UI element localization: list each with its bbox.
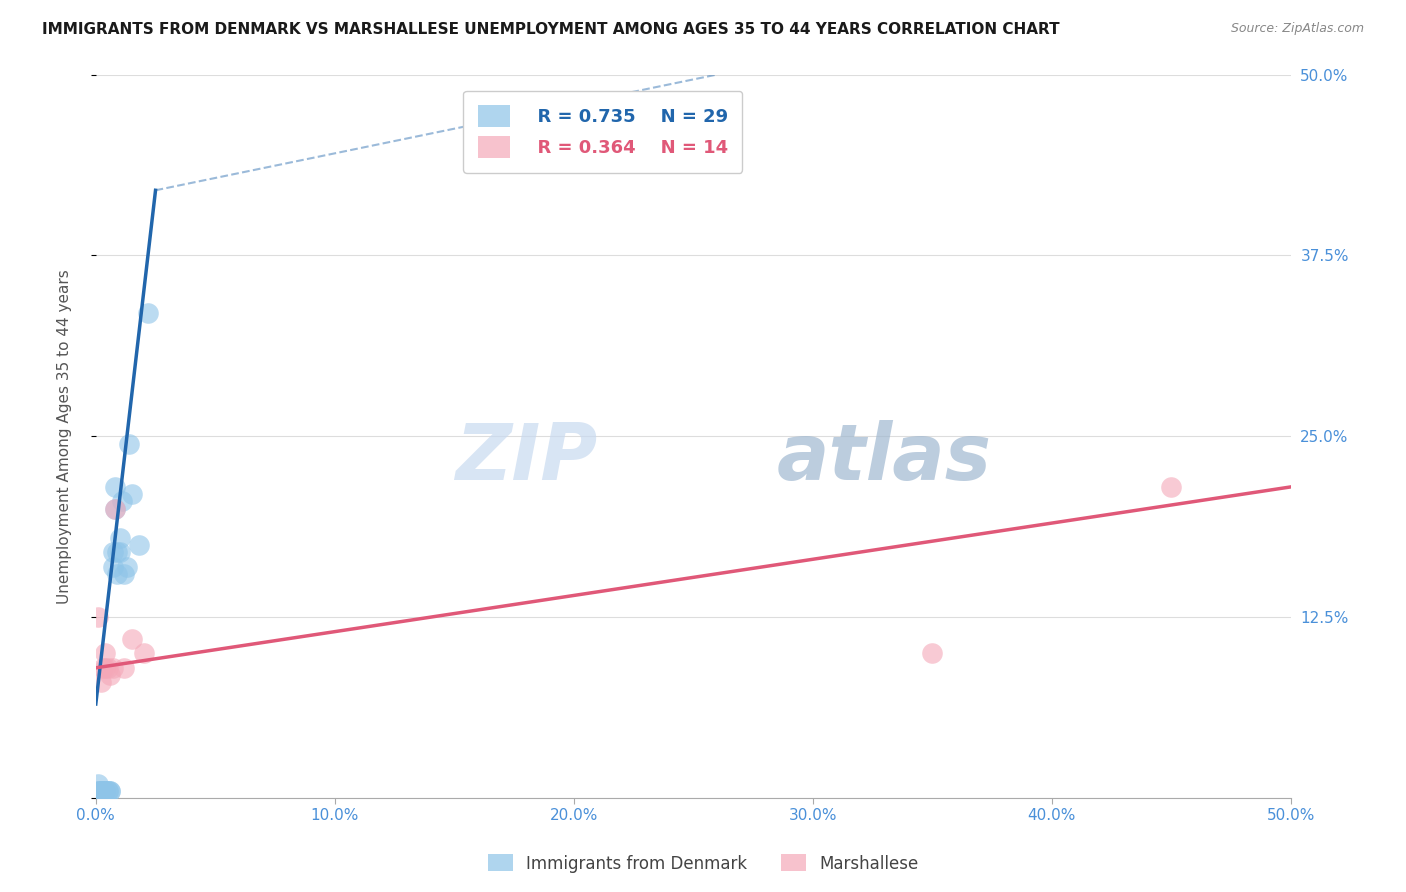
Point	[114, 566, 136, 581]
Point	[91, 784, 114, 798]
Point	[118, 436, 141, 450]
Point	[91, 784, 114, 798]
Text: IMMIGRANTS FROM DENMARK VS MARSHALLESE UNEMPLOYMENT AMONG AGES 35 TO 44 YEARS CO: IMMIGRANTS FROM DENMARK VS MARSHALLESE U…	[42, 22, 1060, 37]
Point	[98, 784, 121, 798]
Point	[94, 784, 117, 798]
Point	[94, 784, 117, 798]
Point	[104, 501, 127, 516]
Point	[90, 784, 112, 798]
Point	[98, 668, 121, 682]
Text: ZIP: ZIP	[456, 420, 598, 496]
Point	[104, 480, 127, 494]
Point	[121, 632, 143, 646]
Point	[115, 559, 138, 574]
Point	[104, 501, 127, 516]
Point	[87, 610, 110, 624]
Point	[105, 566, 128, 581]
Point	[87, 776, 110, 790]
Point	[98, 784, 121, 798]
Point	[94, 661, 117, 675]
Point	[111, 494, 134, 508]
Point	[101, 661, 124, 675]
Point	[121, 487, 143, 501]
Point	[114, 661, 136, 675]
Y-axis label: Unemployment Among Ages 35 to 44 years: Unemployment Among Ages 35 to 44 years	[58, 268, 72, 604]
Point	[138, 306, 160, 320]
Text: atlas: atlas	[778, 420, 991, 496]
Point	[101, 559, 124, 574]
Point	[128, 538, 150, 552]
Point	[97, 784, 120, 798]
Point	[90, 675, 112, 690]
Point	[101, 545, 124, 559]
Point	[91, 661, 114, 675]
Point	[87, 784, 110, 798]
Point	[90, 784, 112, 798]
Legend: Immigrants from Denmark, Marshallese: Immigrants from Denmark, Marshallese	[481, 847, 925, 880]
Point	[97, 661, 120, 675]
Point	[132, 646, 155, 660]
Point	[108, 545, 131, 559]
Point	[94, 646, 117, 660]
Legend:   R = 0.735    N = 29,   R = 0.364    N = 14: R = 0.735 N = 29, R = 0.364 N = 14	[463, 91, 742, 173]
Point	[108, 531, 131, 545]
Text: Source: ZipAtlas.com: Source: ZipAtlas.com	[1230, 22, 1364, 36]
Point	[105, 545, 128, 559]
Point	[1160, 480, 1182, 494]
Point	[921, 646, 943, 660]
Point	[90, 784, 112, 798]
Point	[87, 784, 110, 798]
Point	[97, 784, 120, 798]
